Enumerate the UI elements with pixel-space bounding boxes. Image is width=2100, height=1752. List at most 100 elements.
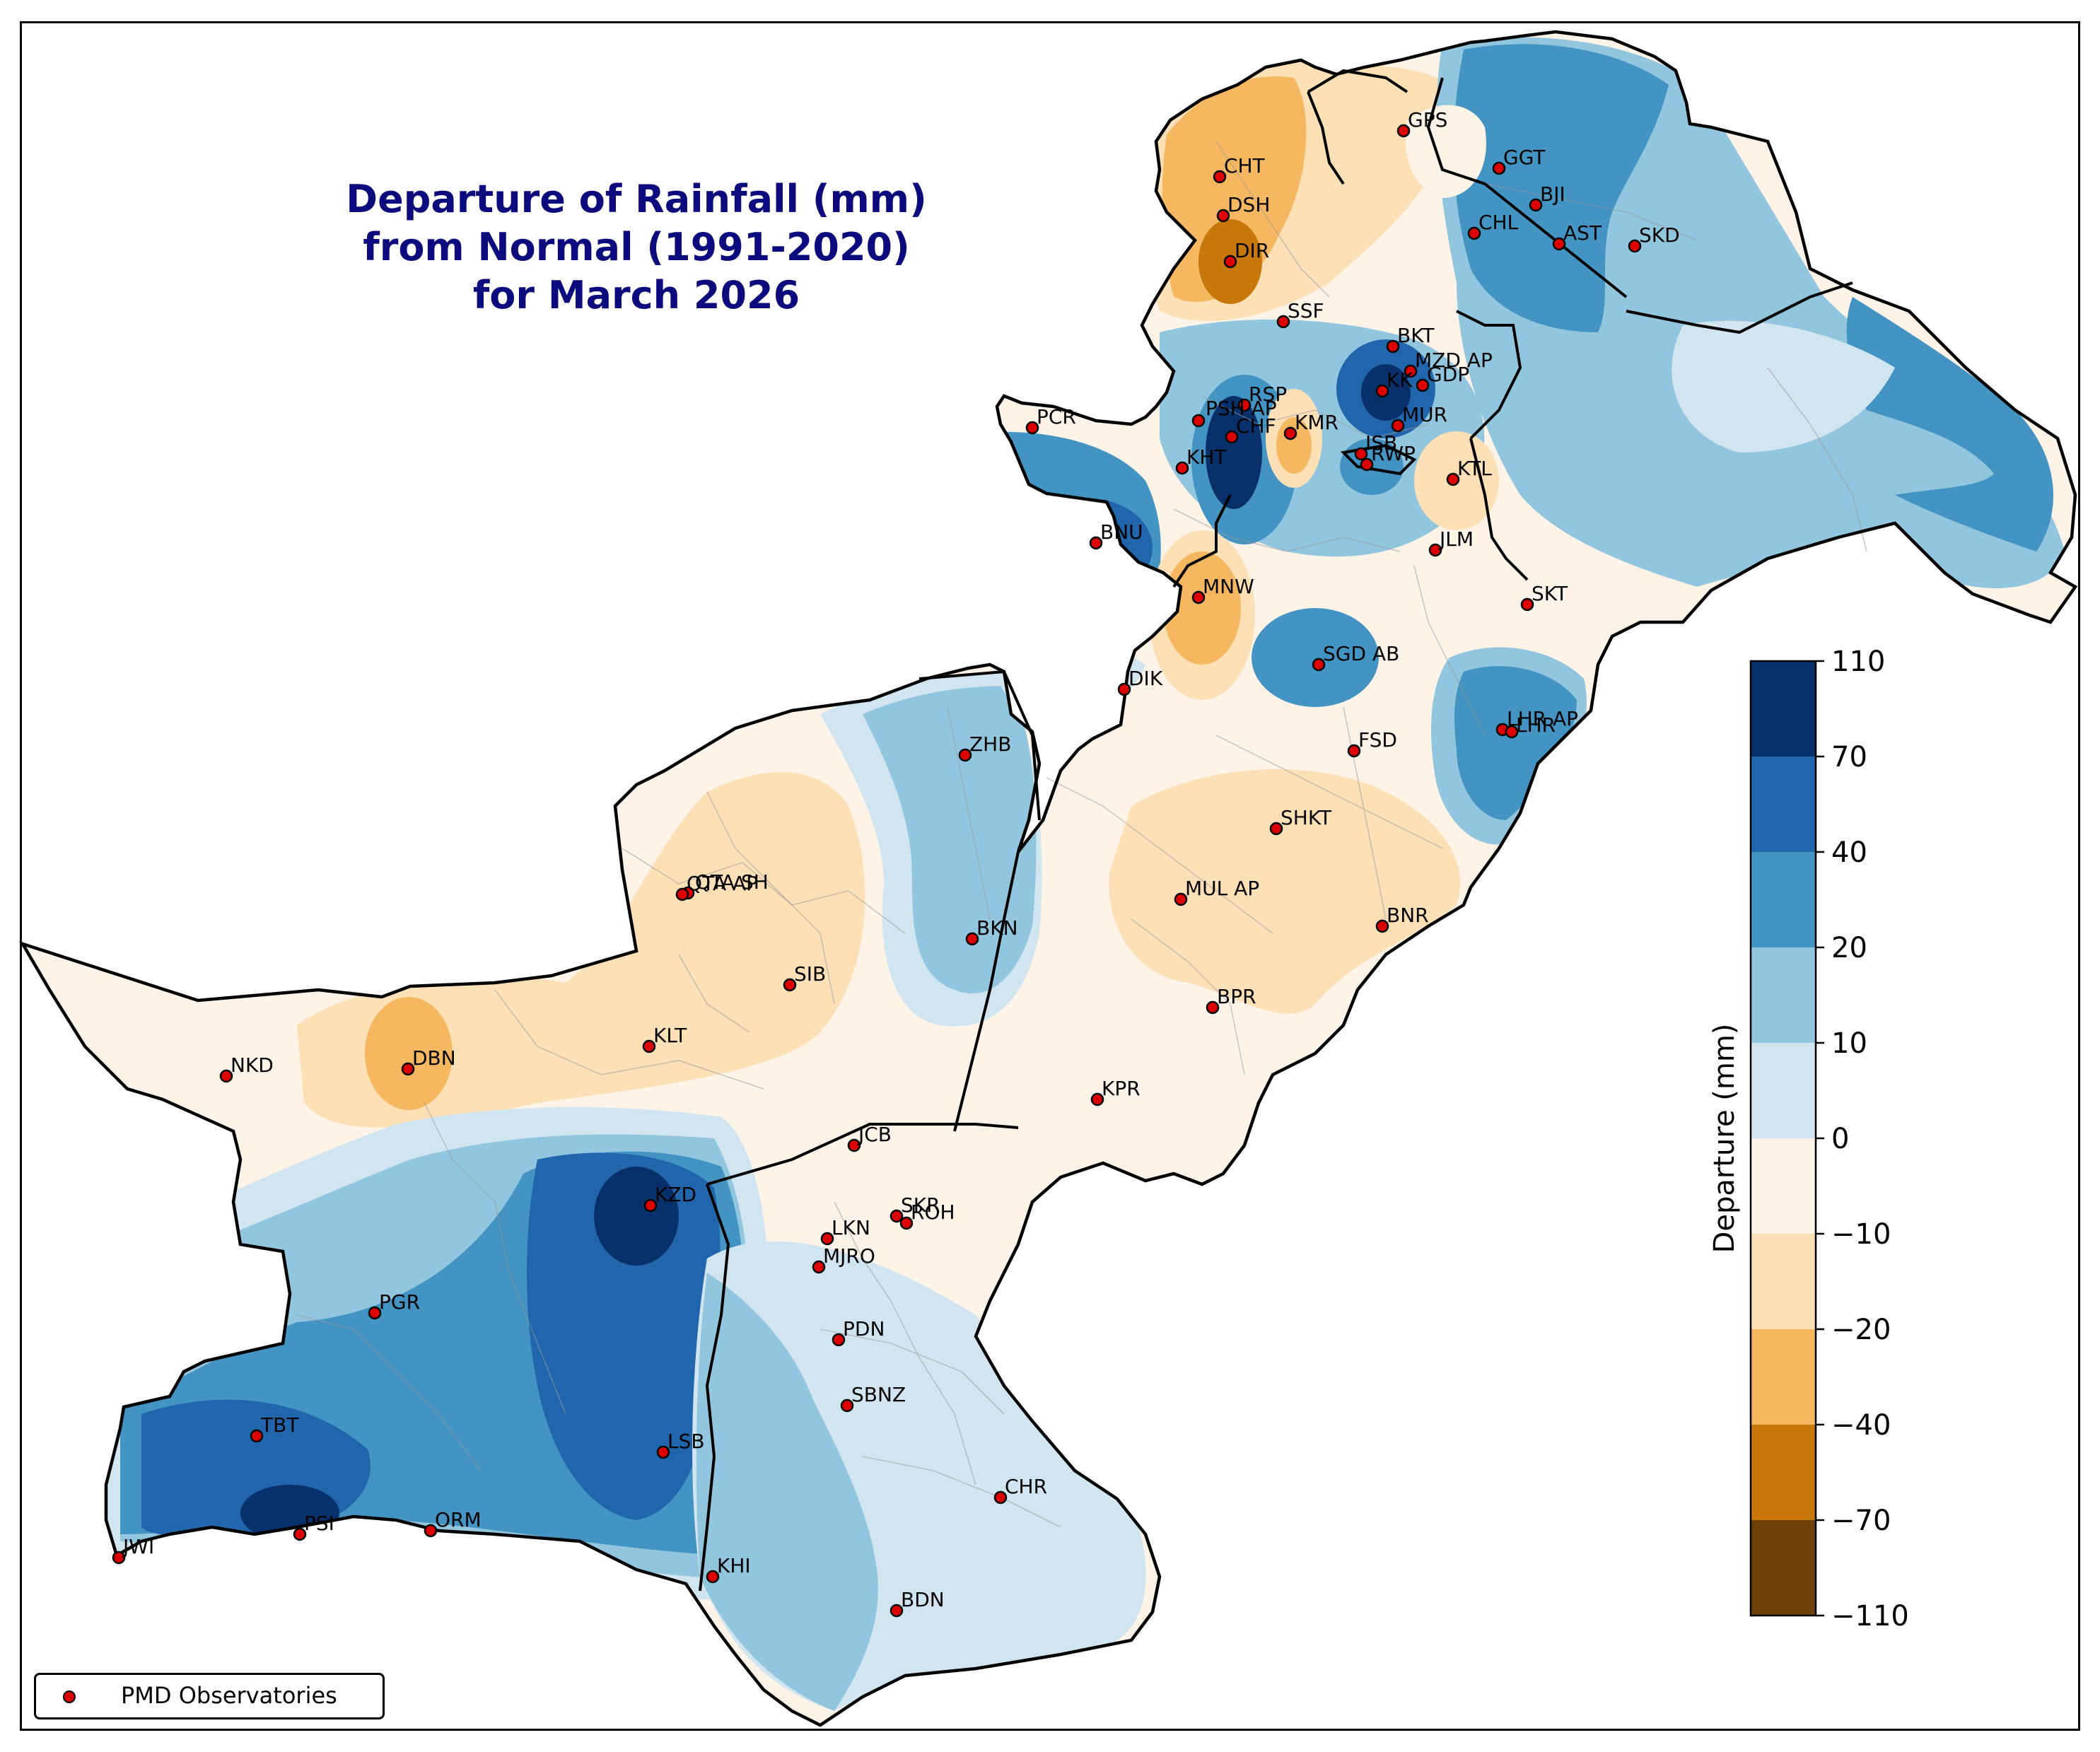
- colorbar-tick-label-9: −70: [1831, 1505, 1891, 1537]
- station-label-bji: BJI: [1540, 182, 1565, 206]
- station-marker-psi: [293, 1527, 307, 1541]
- contour-punjab-tan: [1109, 769, 1461, 1014]
- station-label-dbn: DBN: [412, 1046, 456, 1070]
- station-label-lsb: LSB: [667, 1430, 705, 1453]
- station-marker-klt: [642, 1039, 656, 1053]
- station-marker-lsb: [656, 1445, 670, 1459]
- station-marker-mur: [1391, 419, 1405, 433]
- station-marker-mnw: [1191, 590, 1206, 605]
- station-marker-rsp: [1237, 398, 1252, 412]
- station-marker-jwi: [112, 1550, 126, 1565]
- colorbar: Departure (mm) 110 70 40 20 10 0 −10 −20 −40 −70 −…: [1708, 646, 1909, 1633]
- station-label-mnw: MNW: [1203, 575, 1254, 598]
- station-label-mjro: MJRO: [823, 1244, 875, 1268]
- colorbar-label: Departure (mm): [1708, 1024, 1741, 1254]
- contour-fills: [106, 37, 2065, 1711]
- colorbar-swatch-1: [1751, 757, 1816, 853]
- colorbar-swatch-7: [1751, 1329, 1816, 1425]
- station-label-sib: SIB: [794, 962, 826, 986]
- station-label-fsd: FSD: [1358, 728, 1397, 752]
- station-marker-ggt: [1492, 161, 1506, 175]
- station-label-jlm: JLM: [1438, 527, 1474, 551]
- station-label-sbnz: SBNZ: [851, 1383, 906, 1406]
- legend-label: PMD Observatories: [121, 1682, 337, 1709]
- station-marker-nkd: [219, 1069, 233, 1083]
- station-marker-jlm: [1428, 543, 1442, 557]
- colorbar-swatch-3: [1751, 947, 1816, 1044]
- station-marker-sib: [783, 978, 797, 992]
- colorbar-tick-label-3: 20: [1831, 932, 1867, 964]
- station-marker-mul-ap: [1174, 892, 1188, 906]
- station-label-gps: GPS: [1408, 108, 1447, 132]
- station-label-kpr: KPR: [1102, 1077, 1141, 1100]
- contour-wz-light: [990, 631, 1145, 716]
- contour-east-mid: [1846, 297, 2053, 551]
- station-label-psi: PSI: [304, 1512, 334, 1535]
- station-marker-kk: [1375, 384, 1389, 398]
- contour-gps-pale: [1405, 105, 1486, 198]
- station-marker-chl: [1467, 226, 1481, 240]
- station-label-roh: ROH: [911, 1201, 955, 1224]
- station-label-pcr: PCR: [1037, 405, 1076, 428]
- station-marker-sbnz: [840, 1398, 854, 1413]
- station-marker-skd: [1628, 239, 1642, 253]
- contour-dbn-orange: [365, 997, 453, 1110]
- contour-kzd-dark: [527, 1152, 721, 1520]
- station-marker-mzd-ap: [1404, 364, 1418, 378]
- colorbar-swatch-0: [1751, 661, 1816, 757]
- legend-box: PMD Observatories: [34, 1673, 385, 1719]
- station-label-bnu: BNU: [1100, 520, 1143, 544]
- station-label-isb: ISB: [1365, 431, 1397, 455]
- station-label-skd: SKD: [1639, 223, 1680, 247]
- colorbar-tick-label-0: 110: [1831, 646, 1885, 678]
- station-marker-kzd: [643, 1198, 658, 1213]
- station-label-ktl: KTL: [1457, 457, 1492, 480]
- colorbar-tick-label-8: −40: [1831, 1409, 1891, 1442]
- station-label-mzd-ap: MZD AP: [1415, 349, 1493, 372]
- contour-chitral-orange: [1162, 76, 1307, 303]
- map-frame: [20, 21, 2080, 1731]
- station-label-shkt: SHKT: [1281, 806, 1332, 829]
- station-marker-lhr: [1505, 725, 1519, 739]
- station-marker-bji: [1529, 198, 1543, 212]
- station-marker-dir: [1223, 255, 1237, 269]
- station-label-cht: CHT: [1224, 154, 1266, 177]
- station-marker-dsh: [1216, 209, 1230, 223]
- station-label-klt: KLT: [653, 1024, 687, 1047]
- colorbar-tick-label-10: −110: [1831, 1600, 1909, 1633]
- station-label-chr: CHR: [1005, 1475, 1047, 1498]
- station-label-jwi: JWI: [122, 1535, 154, 1558]
- station-label-lkn: LKN: [832, 1216, 870, 1239]
- colorbar-swatch-2: [1751, 852, 1816, 948]
- station-marker-mjro: [812, 1260, 826, 1274]
- station-label-skt: SKT: [1532, 582, 1568, 605]
- station-label-kht: KHT: [1186, 445, 1227, 469]
- station-label-tbt: TBT: [260, 1413, 299, 1437]
- station-marker-bkt: [1386, 339, 1400, 354]
- contour-chf-core: [1206, 396, 1262, 509]
- station-label-rwp: RWP: [1371, 442, 1416, 465]
- station-marker-orm: [424, 1524, 438, 1538]
- station-label-mur: MUR: [1402, 403, 1447, 426]
- contour-sgd-mid: [1252, 608, 1379, 707]
- station-marker-psh-ap: [1191, 414, 1206, 428]
- station-label-khi: KHI: [717, 1554, 751, 1577]
- station-label-dsh: DSH: [1227, 193, 1270, 216]
- station-marker-sgd-ab: [1312, 658, 1326, 672]
- province-boundaries: [699, 69, 1853, 1592]
- colorbar-tick-label-1: 70: [1831, 741, 1867, 773]
- contour-kzd-core: [594, 1167, 679, 1266]
- station-marker-bnu: [1089, 536, 1103, 550]
- station-label-pdn: PDN: [843, 1317, 885, 1341]
- station-marker-khi: [706, 1570, 720, 1584]
- colorbar-swatch-4: [1751, 1043, 1816, 1139]
- district-boundaries: [296, 141, 1867, 1528]
- station-marker-shkt: [1269, 822, 1283, 836]
- station-marker-ast: [1552, 237, 1566, 251]
- station-marker-skr: [889, 1209, 904, 1223]
- station-label-jcb: JCB: [857, 1123, 892, 1146]
- station-marker-kmr: [1283, 426, 1297, 440]
- station-marker-bpr: [1206, 1000, 1220, 1015]
